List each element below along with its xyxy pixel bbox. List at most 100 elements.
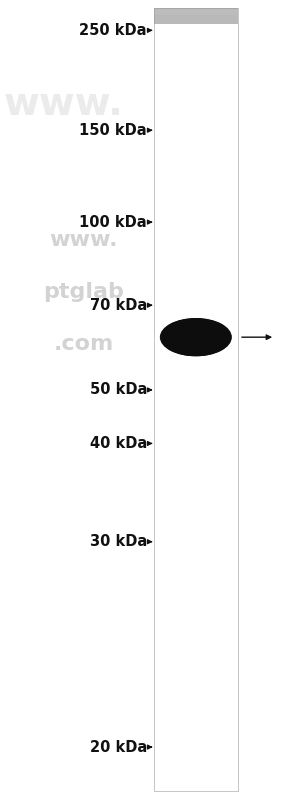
Text: 70 kDa: 70 kDa [90, 298, 147, 312]
Bar [154, 15, 238, 22]
Bar [154, 8, 238, 16]
Bar [154, 8, 238, 16]
Bar [154, 13, 238, 21]
Ellipse shape [163, 320, 229, 355]
Bar [154, 12, 238, 20]
Ellipse shape [175, 324, 217, 350]
Ellipse shape [175, 324, 216, 350]
Bar [154, 12, 238, 20]
Bar [154, 14, 238, 22]
Bar [154, 10, 238, 18]
Ellipse shape [171, 323, 221, 352]
Bar [154, 11, 238, 18]
Bar [154, 11, 238, 19]
Ellipse shape [161, 319, 230, 356]
Bar [154, 13, 238, 21]
Bar [154, 14, 238, 22]
Bar [154, 14, 238, 22]
Ellipse shape [167, 321, 224, 353]
Bar [154, 14, 238, 22]
Bar [154, 11, 238, 19]
Bar [154, 15, 238, 23]
Bar [154, 13, 238, 21]
Bar [154, 14, 238, 22]
Bar [154, 10, 238, 18]
Bar [154, 16, 238, 23]
Bar [154, 10, 238, 18]
Text: 30 kDa: 30 kDa [90, 535, 147, 549]
Ellipse shape [170, 322, 222, 352]
Bar [154, 14, 238, 22]
Ellipse shape [164, 320, 228, 355]
Text: www.: www. [49, 229, 118, 250]
Bar [154, 10, 238, 17]
Bar [154, 12, 238, 19]
Ellipse shape [160, 318, 232, 356]
Bar [154, 8, 238, 16]
Bar [154, 15, 238, 23]
Bar [154, 10, 238, 18]
Ellipse shape [177, 325, 215, 349]
Ellipse shape [160, 318, 231, 356]
Bar [154, 15, 238, 23]
Text: .com: .com [53, 333, 114, 354]
Bar [154, 10, 238, 18]
Bar [154, 10, 238, 17]
Bar [154, 15, 238, 23]
Bar [154, 14, 238, 22]
Bar [154, 14, 238, 22]
Text: 100 kDa: 100 kDa [79, 215, 147, 229]
Bar [154, 9, 238, 16]
Bar [154, 10, 238, 18]
Bar [154, 10, 238, 18]
Bar [154, 15, 238, 23]
Bar [154, 14, 238, 22]
Ellipse shape [175, 324, 217, 350]
Ellipse shape [170, 322, 222, 352]
Bar [154, 11, 238, 19]
Bar [154, 10, 238, 18]
Bar [154, 9, 238, 17]
Bar [154, 12, 238, 20]
Ellipse shape [168, 322, 223, 352]
Bar [154, 12, 238, 20]
Bar [154, 10, 238, 18]
Bar [154, 8, 238, 16]
Bar [154, 9, 238, 17]
Bar [154, 14, 238, 21]
Bar [154, 8, 238, 16]
Bar [154, 13, 238, 20]
Text: 150 kDa: 150 kDa [79, 123, 147, 137]
Bar [154, 12, 238, 20]
Bar [154, 16, 238, 24]
Text: ptglab: ptglab [43, 281, 124, 302]
Ellipse shape [164, 320, 227, 355]
Bar [154, 10, 238, 18]
Bar [154, 10, 238, 18]
Ellipse shape [166, 320, 226, 354]
Bar [154, 15, 238, 23]
Ellipse shape [171, 323, 220, 352]
Ellipse shape [170, 323, 221, 352]
Ellipse shape [168, 321, 224, 353]
Bar [154, 12, 238, 19]
Bar [154, 10, 238, 18]
Bar [154, 9, 238, 17]
Bar [154, 14, 238, 21]
Bar [154, 12, 238, 20]
Bar [154, 10, 238, 18]
Ellipse shape [177, 325, 215, 349]
Bar [154, 9, 238, 16]
Bar [154, 14, 238, 22]
Bar [154, 13, 238, 21]
Ellipse shape [161, 318, 231, 356]
Bar [154, 15, 238, 23]
Bar [154, 11, 238, 19]
Bar [154, 16, 238, 23]
Ellipse shape [178, 326, 214, 348]
Ellipse shape [173, 324, 219, 351]
Bar [154, 12, 238, 20]
Ellipse shape [173, 324, 219, 351]
Text: 40 kDa: 40 kDa [90, 436, 147, 451]
Ellipse shape [174, 324, 218, 351]
